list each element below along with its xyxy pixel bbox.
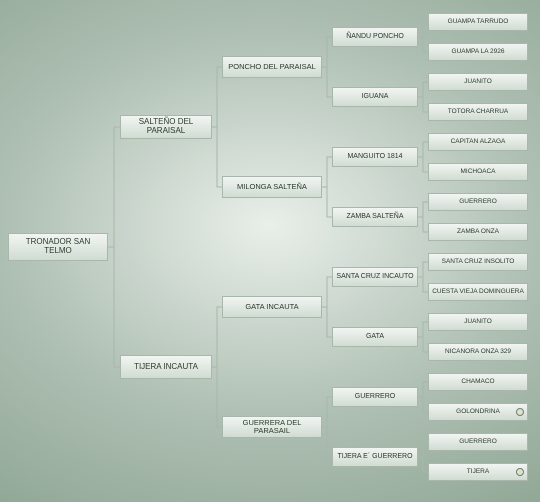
pedigree-chart: TRONADOR SAN TELMO SALTEÑO DEL PARAISAL TI… <box>0 0 540 502</box>
pedigree-node: TRONADOR SAN TELMO <box>8 233 108 261</box>
pedigree-node: SANTA CRUZ INCAUTO <box>332 267 418 287</box>
pedigree-node: GATA INCAUTA <box>222 296 322 318</box>
pedigree-node: GATA <box>332 327 418 347</box>
pedigree-node: IGUANA <box>332 87 418 107</box>
pedigree-node: SALTEÑO DEL PARAISAL <box>120 115 212 139</box>
pedigree-node: GUAMPA LA 2926 <box>428 43 528 61</box>
pedigree-node: CHAMACO <box>428 373 528 391</box>
pedigree-node: MANGUITO 1814 <box>332 147 418 167</box>
pedigree-node: TIJERA E´ GUERRERO <box>332 447 418 467</box>
camera-icon <box>516 468 524 476</box>
pedigree-node: JUANITO <box>428 73 528 91</box>
pedigree-node: MILONGA SALTEÑA <box>222 176 322 198</box>
pedigree-node: TIJERA INCAUTA <box>120 355 212 379</box>
pedigree-node: GOLONDRINA <box>428 403 528 421</box>
pedigree-node: NICANORA ONZA 329 <box>428 343 528 361</box>
pedigree-node: GUERRERO <box>428 433 528 451</box>
pedigree-node: MICHOACA <box>428 163 528 181</box>
pedigree-node: GUERRERO <box>428 193 528 211</box>
camera-icon <box>516 408 524 416</box>
pedigree-node: ZAMBA ONZA <box>428 223 528 241</box>
pedigree-node: CUESTA VIEJA DOMINGUERA <box>428 283 528 301</box>
pedigree-node: ZAMBA SALTEÑA <box>332 207 418 227</box>
pedigree-node: GUAMPA TARRUDO <box>428 13 528 31</box>
pedigree-node: JUANITO <box>428 313 528 331</box>
pedigree-node: CAPITAN ALZAGA <box>428 133 528 151</box>
pedigree-node: TOTORA CHARRUA <box>428 103 528 121</box>
pedigree-node: PONCHO DEL PARAISAL <box>222 56 322 78</box>
pedigree-node: TIJERA <box>428 463 528 481</box>
pedigree-node: GUERRERA DEL PARASAIL <box>222 416 322 438</box>
pedigree-node: GUERRERO <box>332 387 418 407</box>
pedigree-node: ÑANDU PONCHO <box>332 27 418 47</box>
pedigree-node: SANTA CRUZ INSOLITO <box>428 253 528 271</box>
